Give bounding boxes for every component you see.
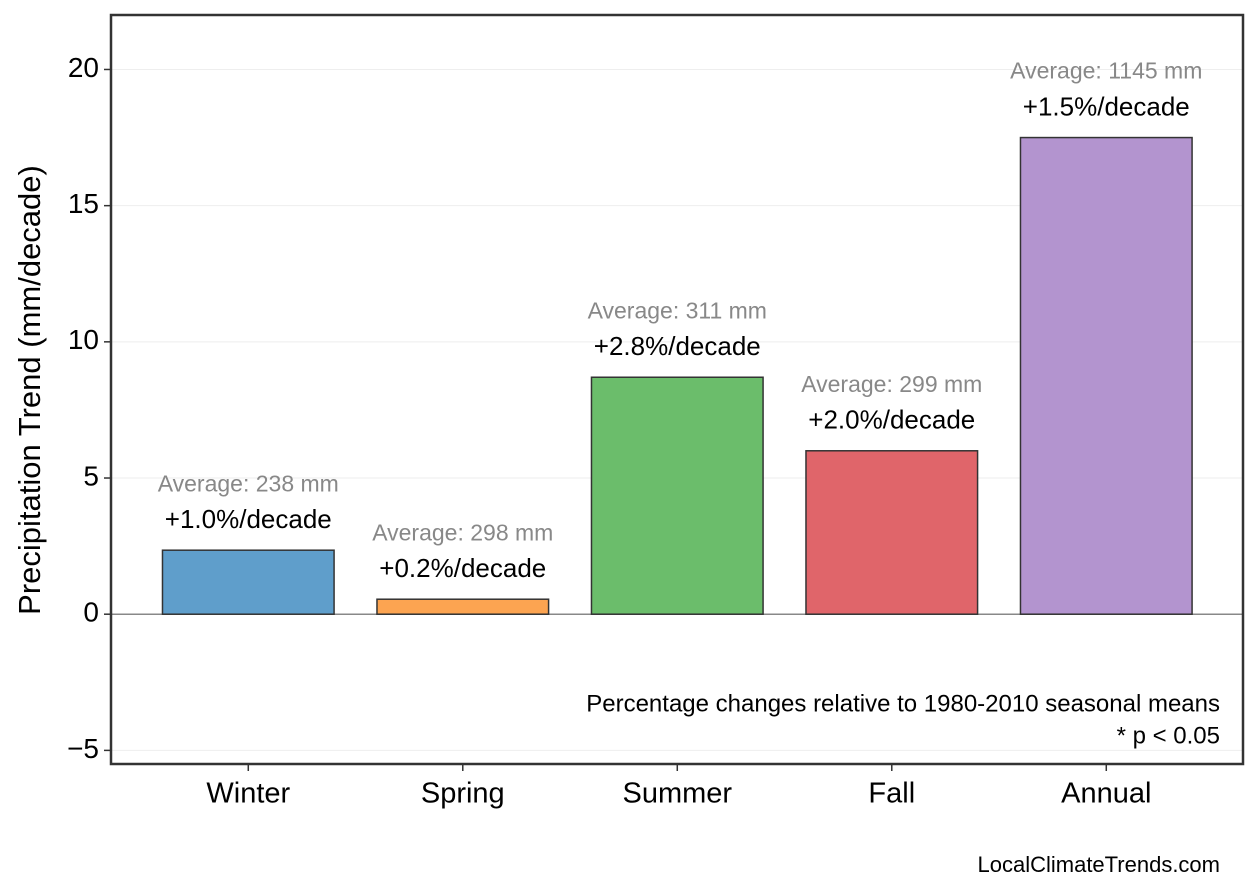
average-label: Average: 298 mm [372, 519, 553, 545]
x-tick-label: Fall [868, 778, 915, 810]
note: * p < 0.05 [1117, 722, 1220, 749]
y-tick-label: 20 [68, 52, 99, 83]
average-label: Average: 238 mm [158, 470, 339, 496]
source: LocalClimateTrends.com [978, 852, 1221, 877]
x-tick-label: Spring [421, 778, 505, 810]
data-label: +2.8%/decade [594, 331, 761, 361]
y-tick-label: 10 [68, 324, 99, 355]
x-tick-label: Winter [206, 778, 290, 810]
bar [1019, 136, 1193, 615]
y-tick-label: 0 [83, 597, 99, 628]
average-label: Average: 1145 mm [1010, 58, 1202, 84]
y-axis-label: Precipitation Trend (mm/decade) [12, 165, 47, 615]
bar [590, 376, 764, 615]
bar [805, 450, 979, 615]
data-label: +2.0%/decade [808, 405, 975, 435]
note: Percentage changes relative to 1980-2010… [586, 690, 1220, 717]
x-tick-label: Annual [1061, 778, 1151, 810]
y-tick-label: 5 [83, 460, 99, 491]
bar [376, 598, 550, 615]
y-tick-label: −5 [67, 733, 99, 764]
data-label: +1.0%/decade [165, 504, 332, 534]
average-label: Average: 299 mm [801, 371, 982, 397]
x-tick-label: Summer [622, 778, 732, 810]
data-label: +1.5%/decade [1023, 91, 1190, 121]
y-tick-label: 15 [68, 188, 99, 219]
bar [161, 549, 335, 615]
average-label: Average: 311 mm [588, 297, 767, 323]
data-label: +0.2%/decade [379, 553, 546, 583]
plot-frame [109, 13, 1245, 766]
